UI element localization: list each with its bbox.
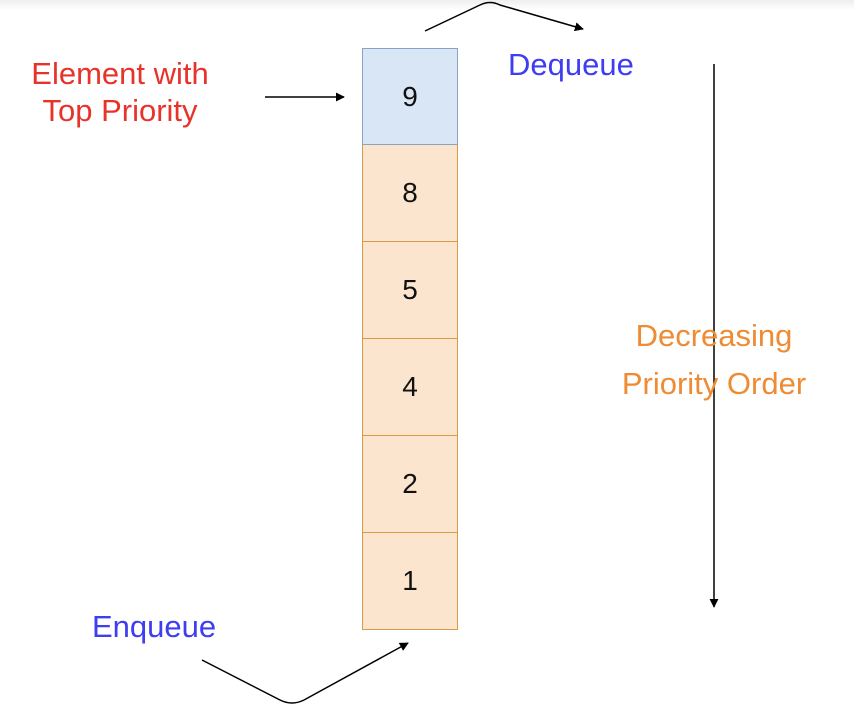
queue-element: 2 (362, 436, 458, 533)
decreasing-order-label-line-1: Decreasing (635, 318, 793, 353)
queue-element: 5 (362, 242, 458, 339)
top-priority-label-line-1: Element with (31, 56, 209, 91)
enqueue-arrow (201, 642, 409, 704)
top-edge-shading (0, 0, 854, 10)
dequeue-arrow (424, 1, 584, 32)
top-priority-label-line-2: Top Priority (42, 93, 198, 128)
decreasing-order-label: Decreasing Priority Order (596, 312, 832, 408)
dequeue-label: Dequeue (508, 47, 634, 82)
queue-element: 4 (362, 339, 458, 436)
top-priority-label: Element with Top Priority (0, 55, 240, 129)
priority-queue-stack: 9 8 5 4 2 1 (362, 48, 458, 630)
queue-element: 1 (362, 533, 458, 630)
queue-element: 8 (362, 145, 458, 242)
queue-element-top: 9 (362, 48, 458, 145)
enqueue-label: Enqueue (92, 609, 217, 644)
decreasing-order-label-line-2: Priority Order (621, 366, 807, 401)
